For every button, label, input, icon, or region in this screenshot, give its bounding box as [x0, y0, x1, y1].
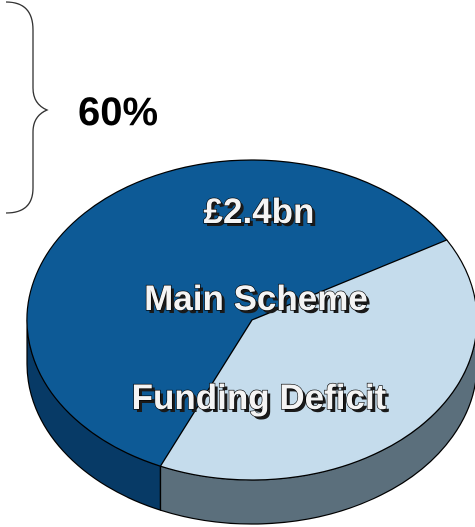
amount-label: £2.4bn: [204, 192, 315, 231]
callout-percent-label: 60%: [78, 90, 158, 134]
scheme-label-shadow: Main Scheme: [147, 282, 371, 321]
brace-bracket: [5, 1, 49, 214]
deficit-label-shadow: Funding Deficit: [135, 381, 390, 420]
pie-slice-1: [159, 239, 475, 481]
scheme-label: Main Scheme: [144, 279, 368, 318]
amount-label-shadow: £2.4bn: [207, 195, 318, 234]
pie-slice-0: [26, 159, 448, 467]
deficit-label: Funding Deficit: [132, 378, 387, 417]
pie-slices: [26, 159, 475, 481]
